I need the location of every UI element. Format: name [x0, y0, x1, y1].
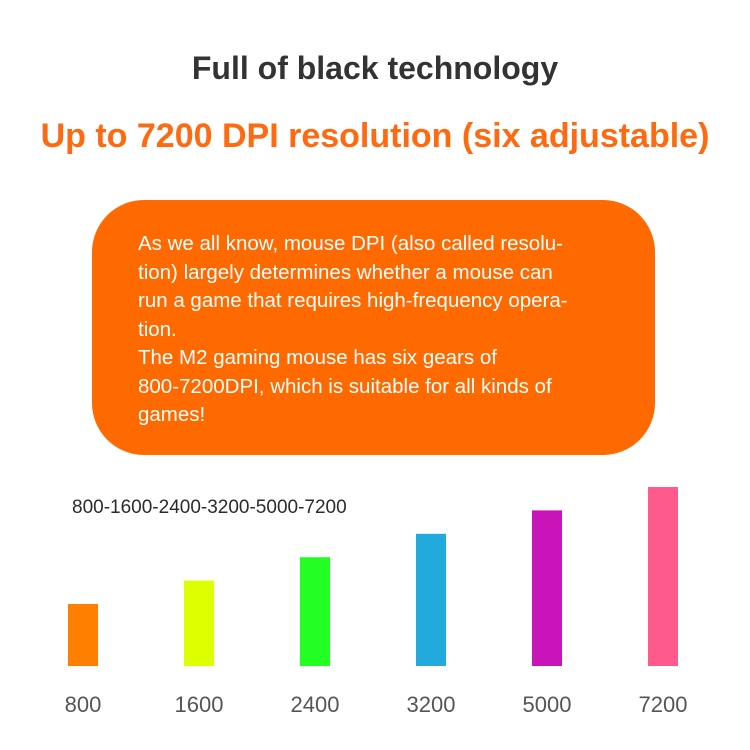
tick-label-2400: 2400 [291, 692, 340, 717]
callout-text: As we all know, mouse DPI (also called r… [138, 230, 618, 430]
bar-3200 [416, 533, 446, 666]
bar-7200 [648, 487, 678, 666]
callout-line: run a game that requires high-frequency … [138, 289, 568, 312]
callout-line: As we all know, mouse DPI (also called r… [138, 232, 563, 255]
bar-2400 [300, 557, 330, 666]
bar-5000 [532, 510, 562, 666]
tick-label-1600: 1600 [175, 692, 224, 717]
page-subtitle: Up to 7200 DPI resolution (six adjustabl… [40, 117, 710, 155]
tick-label-800: 800 [65, 692, 102, 717]
callout-line: tion) largely determines whether a mouse… [138, 260, 553, 284]
dpi-sequence-label: 800-1600-2400-3200-5000-7200 [72, 497, 347, 518]
bar-800 [68, 604, 98, 666]
tick-label-7200: 7200 [639, 692, 688, 717]
callout-line: 800-7200DPI, which is suitable for all k… [138, 374, 552, 398]
callout-line: games! [138, 403, 206, 426]
callout-line: tion. [138, 317, 177, 341]
page-title: Full of black technology [191, 50, 559, 86]
tick-label-5000: 5000 [523, 692, 572, 717]
dpi-bar-chart: 800 1600 2400 3200 5000 7200 [65, 487, 688, 717]
bar-1600 [184, 580, 214, 666]
callout-line: The M2 gaming mouse has six gears of [138, 346, 497, 369]
tick-label-3200: 3200 [407, 692, 456, 717]
description-callout: As we all know, mouse DPI (also called r… [92, 200, 655, 455]
